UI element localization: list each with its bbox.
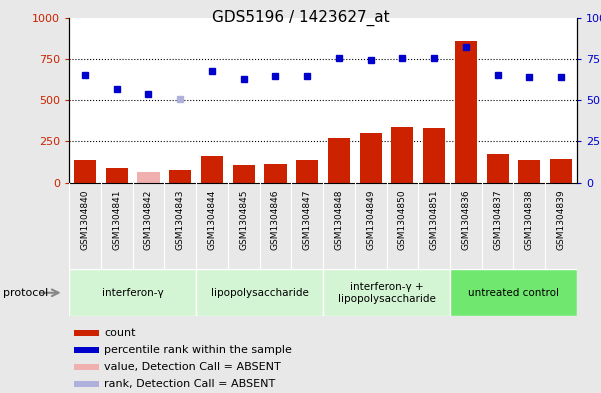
Bar xyxy=(518,160,540,183)
Bar xyxy=(106,168,128,183)
Bar xyxy=(486,154,508,183)
Text: interferon-γ: interferon-γ xyxy=(102,288,163,298)
Text: interferon-γ +
lipopolysaccharide: interferon-γ + lipopolysaccharide xyxy=(338,282,436,303)
Text: GSM1304851: GSM1304851 xyxy=(430,190,439,250)
Text: GSM1304846: GSM1304846 xyxy=(271,190,280,250)
Bar xyxy=(391,127,413,183)
Text: GSM1304839: GSM1304839 xyxy=(557,190,566,250)
Text: lipopolysaccharide: lipopolysaccharide xyxy=(210,288,308,298)
Bar xyxy=(455,41,477,183)
Text: rank, Detection Call = ABSENT: rank, Detection Call = ABSENT xyxy=(104,379,275,389)
Text: GSM1304841: GSM1304841 xyxy=(112,190,121,250)
Text: value, Detection Call = ABSENT: value, Detection Call = ABSENT xyxy=(104,362,281,372)
Text: percentile rank within the sample: percentile rank within the sample xyxy=(104,345,291,355)
Text: count: count xyxy=(104,328,135,338)
Bar xyxy=(74,160,96,183)
Bar xyxy=(74,364,99,370)
Text: untreated control: untreated control xyxy=(468,288,559,298)
Bar xyxy=(450,269,577,316)
Text: GSM1304849: GSM1304849 xyxy=(366,190,375,250)
Bar xyxy=(169,170,191,183)
Bar xyxy=(74,347,99,353)
Text: GSM1304845: GSM1304845 xyxy=(239,190,248,250)
Bar xyxy=(323,269,450,316)
Bar xyxy=(423,128,445,183)
Bar xyxy=(69,269,196,316)
Bar xyxy=(74,381,99,387)
Text: GSM1304837: GSM1304837 xyxy=(493,190,502,250)
Text: GSM1304840: GSM1304840 xyxy=(81,190,90,250)
Text: GSM1304842: GSM1304842 xyxy=(144,190,153,250)
Text: GSM1304848: GSM1304848 xyxy=(334,190,343,250)
Text: GDS5196 / 1423627_at: GDS5196 / 1423627_at xyxy=(212,10,389,26)
Text: GSM1304843: GSM1304843 xyxy=(175,190,185,250)
Bar xyxy=(296,160,319,183)
Text: GSM1304838: GSM1304838 xyxy=(525,190,534,250)
Bar xyxy=(233,165,255,183)
Text: GSM1304850: GSM1304850 xyxy=(398,190,407,250)
Bar xyxy=(201,156,223,183)
Text: GSM1304844: GSM1304844 xyxy=(207,190,216,250)
Bar xyxy=(264,164,287,183)
Bar xyxy=(196,269,323,316)
Text: protocol: protocol xyxy=(3,288,48,298)
Text: GSM1304836: GSM1304836 xyxy=(462,190,471,250)
Bar xyxy=(550,159,572,183)
Bar xyxy=(328,138,350,183)
Bar xyxy=(138,172,160,183)
Bar xyxy=(74,330,99,336)
Text: GSM1304847: GSM1304847 xyxy=(303,190,312,250)
Bar xyxy=(359,133,382,183)
